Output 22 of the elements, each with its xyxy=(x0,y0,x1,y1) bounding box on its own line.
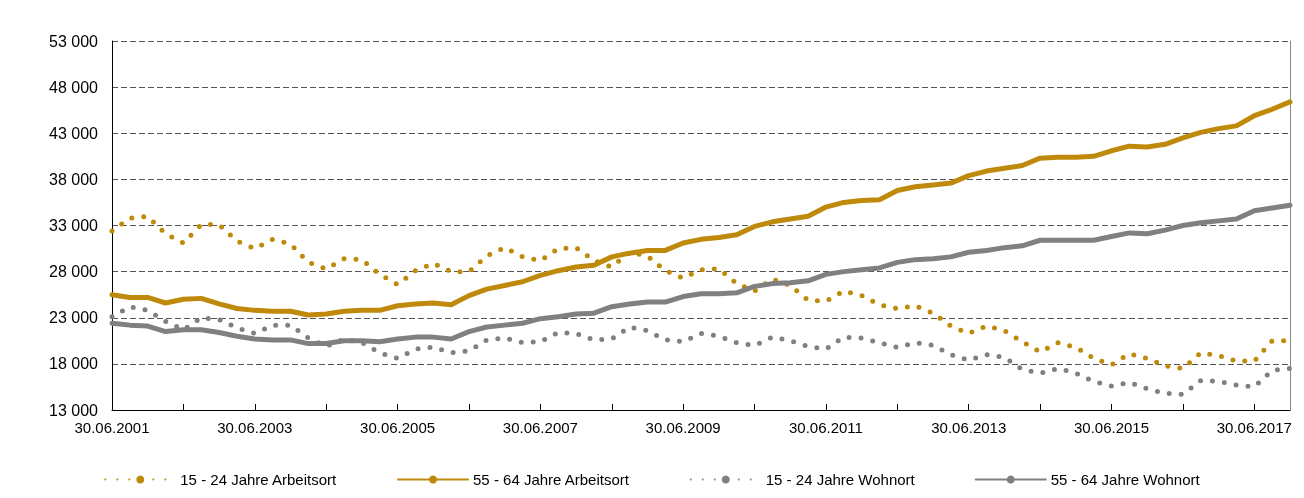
x-tick-label: 30.06.2001 xyxy=(74,419,150,436)
y-tick-label: 23 000 xyxy=(49,309,99,327)
x-tick-label: 30.06.2011 xyxy=(788,419,863,436)
legend-label: 15 - 24 Jahre Arbeitsort xyxy=(180,471,338,488)
x-tick-label: 30.06.2005 xyxy=(360,419,436,436)
y-tick-label: 53 000 xyxy=(49,32,99,50)
x-tick-label: 30.06.2015 xyxy=(1073,419,1150,436)
y-tick-label: 18 000 xyxy=(49,355,99,373)
legend-label: 55 - 64 Jahre Arbeitsort xyxy=(473,471,630,488)
x-tick-label: 30.06.2013 xyxy=(931,419,1007,436)
legend-label: 55 - 64 Jahre Wohnort xyxy=(1050,471,1201,488)
x-tick-label: 30.06.2009 xyxy=(645,419,721,436)
x-tick-label: 30.06.2007 xyxy=(502,419,578,436)
y-tick-label: 28 000 xyxy=(49,263,99,281)
y-tick-label: 33 000 xyxy=(49,217,99,234)
y-tick-label: 48 000 xyxy=(49,78,99,96)
x-tick-label: 30.06.2017 xyxy=(1216,419,1292,436)
y-tick-label: 43 000 xyxy=(49,124,99,142)
x-tick-label: 30.06.2003 xyxy=(217,419,293,436)
legend-label: 15 - 24 Jahre Wohnort xyxy=(765,471,916,488)
y-tick-label: 13 000 xyxy=(49,401,99,419)
y-tick-label: 38 000 xyxy=(49,170,99,188)
